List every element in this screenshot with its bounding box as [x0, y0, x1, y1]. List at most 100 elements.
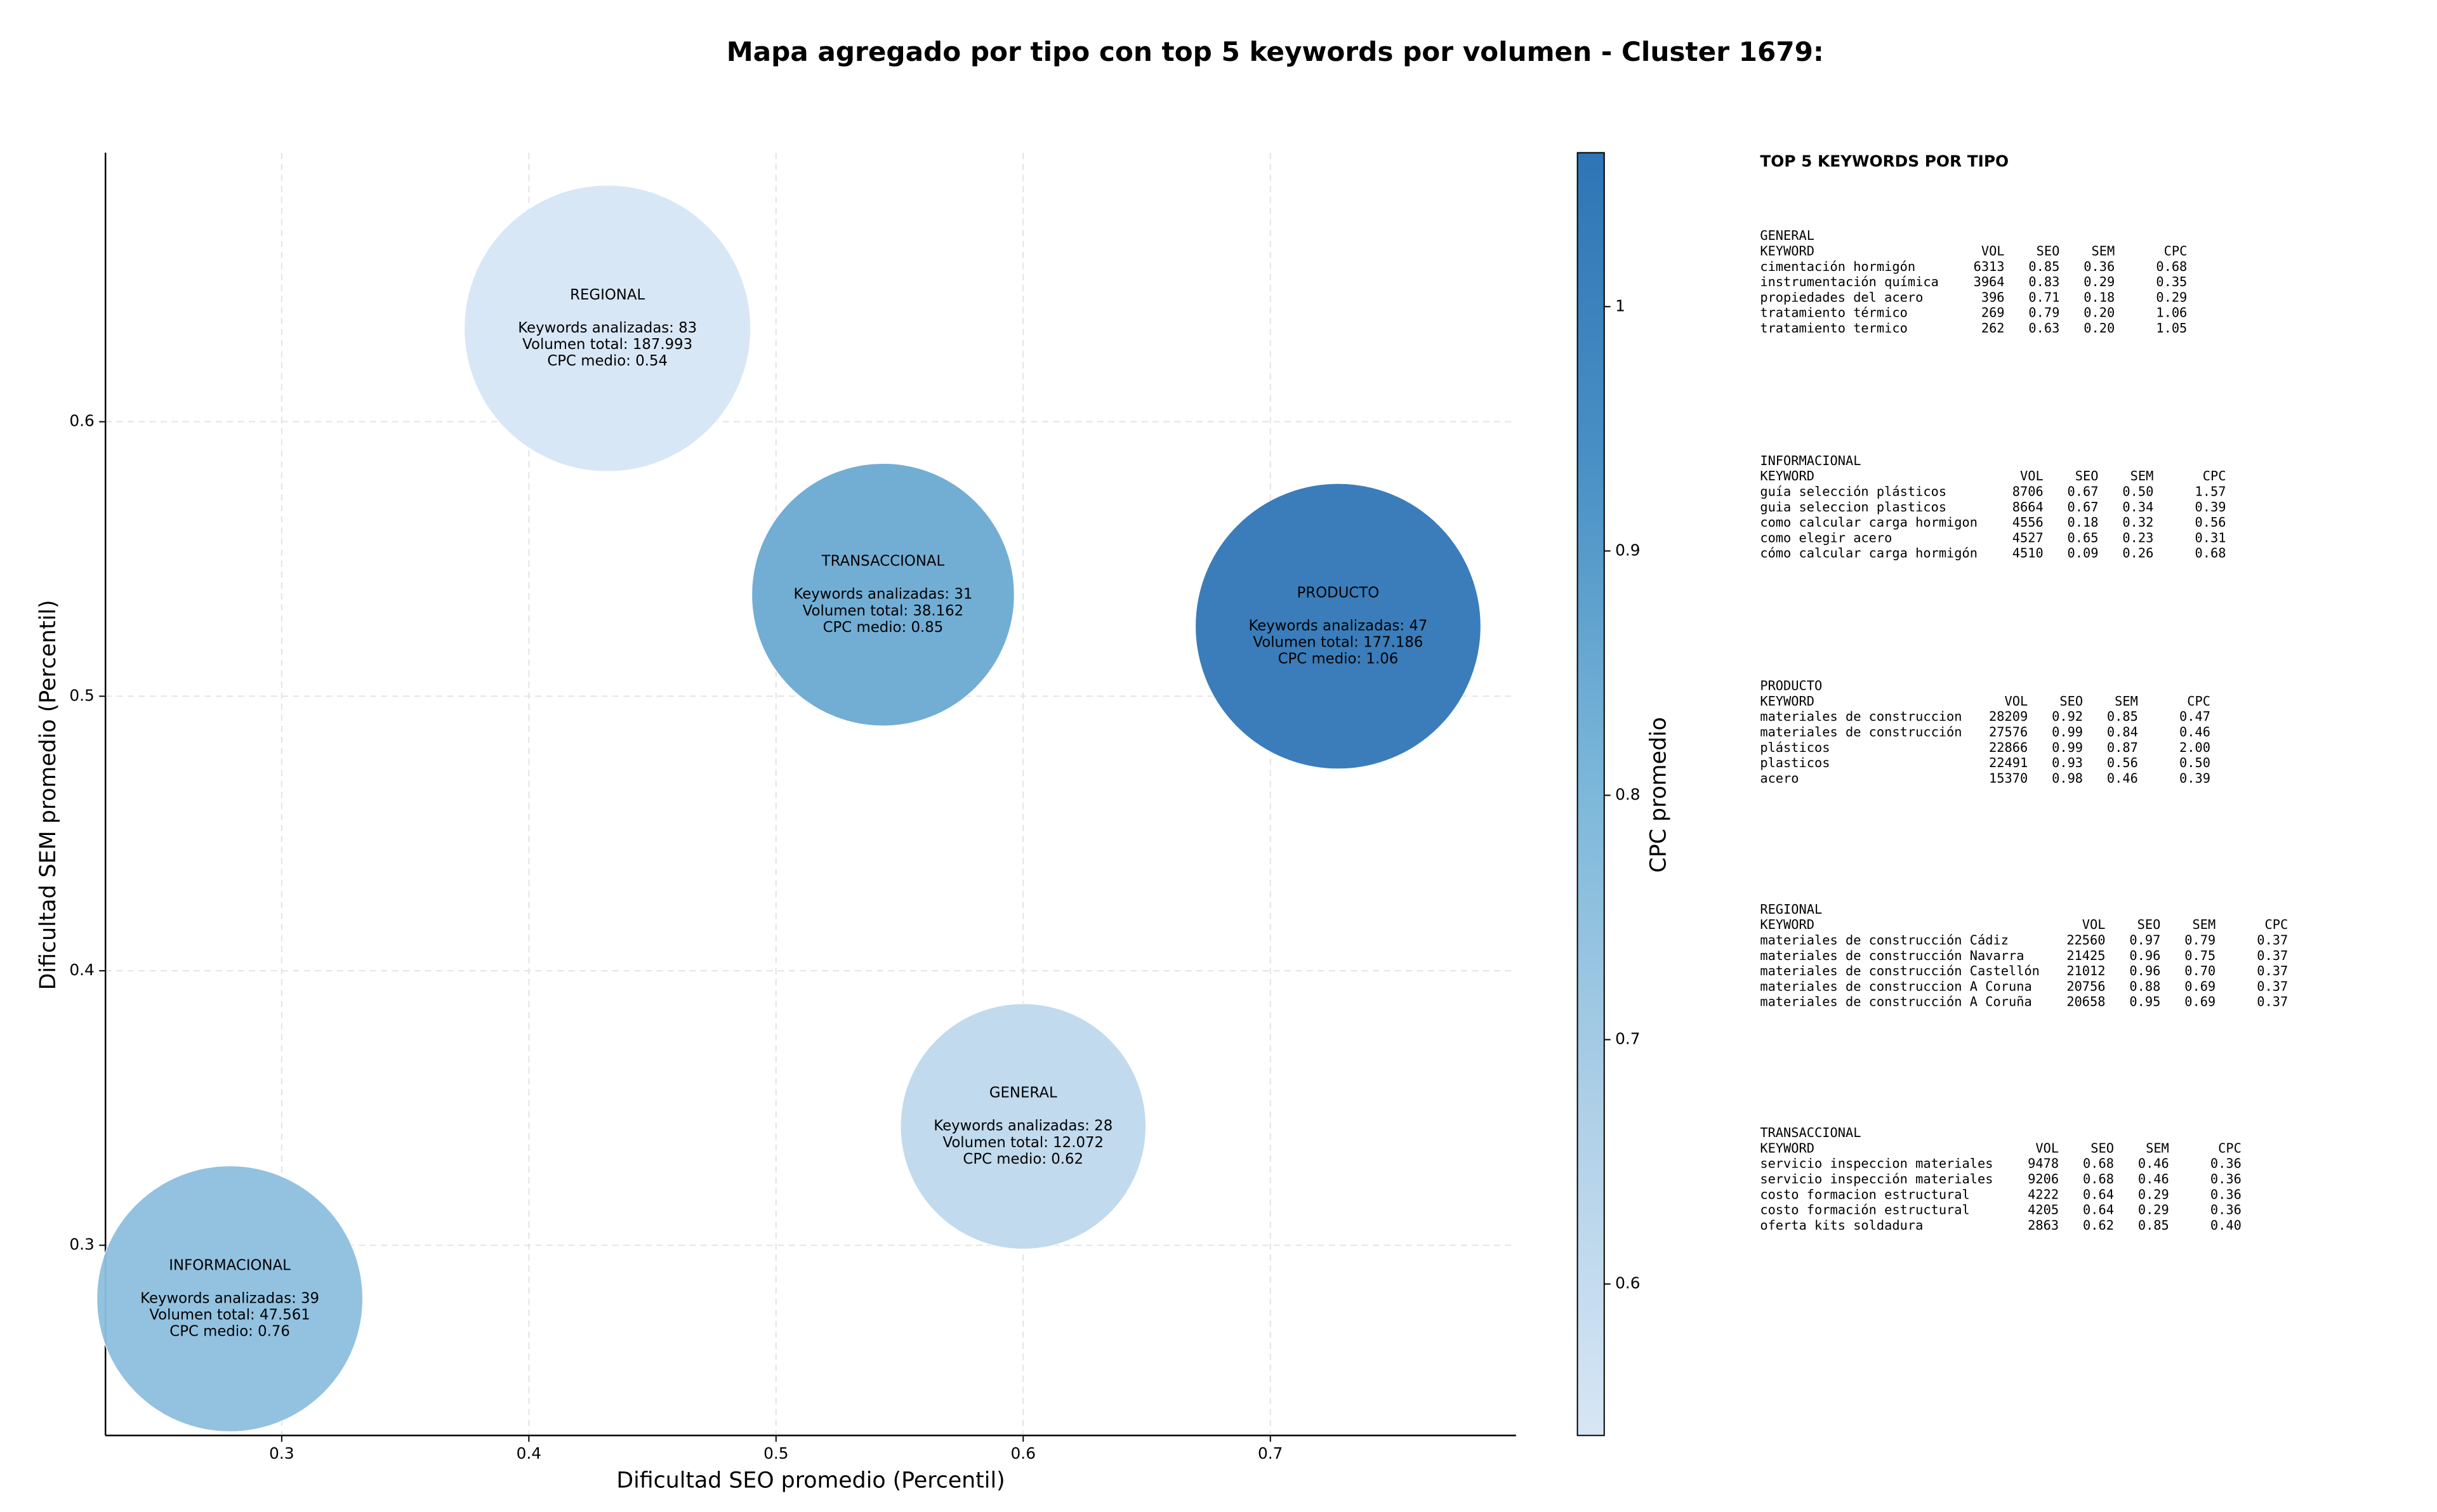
bubble-keywords: Keywords analizadas: 39 — [140, 1290, 319, 1306]
table-cell: 0.29 — [2156, 289, 2187, 305]
table-cell: 0.40 — [2210, 1218, 2242, 1233]
table-cell: 4556 — [2012, 515, 2044, 530]
x-tick-label: 0.7 — [1258, 1444, 1283, 1463]
colorbar — [1576, 152, 1605, 1436]
table-cell: 0.46 — [2138, 1156, 2169, 1171]
table-cell: costo formación estructural — [1760, 1202, 1969, 1218]
column-header: CPC — [2164, 243, 2188, 258]
table-cell: 0.29 — [2138, 1187, 2169, 1202]
bubble-volume: Volumen total: 177.186 — [1253, 634, 1423, 651]
table-cell: 0.37 — [2257, 948, 2288, 963]
table-cell: 0.39 — [2179, 770, 2210, 786]
table-cell: 0.99 — [2052, 740, 2083, 755]
table-cell: 0.18 — [2084, 289, 2115, 305]
table-cell: 0.37 — [2257, 978, 2288, 994]
column-header: SEM — [2130, 468, 2154, 483]
table-cell: 4205 — [2028, 1202, 2059, 1218]
column-header: SEO — [2090, 1140, 2114, 1155]
bubble-name: PRODUCTO — [1297, 584, 1380, 601]
table-cell: 0.34 — [2122, 499, 2153, 515]
table-cell: tratamiento termico — [1760, 320, 1908, 336]
table-cell: 0.36 — [2210, 1187, 2242, 1202]
section-name: GENERAL — [1760, 228, 1814, 243]
table-cell: 28209 — [1989, 709, 2028, 724]
table-cell: 0.09 — [2068, 546, 2099, 561]
table-cell: 0.31 — [2195, 530, 2226, 545]
column-header: SEM — [2115, 694, 2138, 709]
table-cell: 1.57 — [2195, 484, 2226, 499]
table-cell: 0.93 — [2052, 755, 2083, 770]
table-cell: 0.79 — [2028, 305, 2059, 320]
table-cell: 0.36 — [2210, 1156, 2242, 1171]
table-cell: 0.68 — [2156, 259, 2187, 274]
table-cell: 0.46 — [2138, 1171, 2169, 1187]
colorbar-tick-label: 0.8 — [1615, 785, 1640, 803]
column-header: KEYWORD — [1760, 694, 1814, 709]
table-cell: 0.50 — [2122, 484, 2153, 499]
table-cell: servicio inspeccion materiales — [1760, 1156, 1993, 1171]
table-cell: 0.29 — [2084, 274, 2115, 289]
table-cell: 269 — [1981, 305, 2005, 320]
table-cell: 0.26 — [2122, 546, 2153, 561]
bubble — [900, 1003, 1147, 1250]
table-cell: 4222 — [2028, 1187, 2059, 1202]
y-tick-label: 0.6 — [69, 412, 94, 430]
column-header: SEO — [2037, 243, 2060, 258]
table-cell: 8706 — [2012, 484, 2044, 499]
table-cell: materiales de construcción Navarra — [1760, 948, 2024, 963]
table-cell: 0.50 — [2179, 755, 2210, 770]
table-cell: materiales de construcción Castellón — [1760, 963, 2040, 978]
panel-title: TOP 5 KEYWORDS POR TIPO — [1760, 152, 2009, 171]
section-name: PRODUCTO — [1760, 678, 1822, 694]
table-cell: 0.96 — [2129, 963, 2160, 978]
x-tick-label: 0.5 — [763, 1444, 788, 1463]
colorbar-tick-label: 0.6 — [1615, 1274, 1640, 1292]
table-cell: 20658 — [2066, 994, 2105, 1009]
column-header: CPC — [2265, 917, 2288, 932]
table-cell: 9478 — [2028, 1156, 2059, 1171]
table-cell: 0.64 — [2083, 1202, 2114, 1218]
column-header: VOL — [2035, 1140, 2059, 1155]
colorbar-label: CPC promedio — [1646, 717, 1672, 872]
table-cell: 4527 — [2012, 530, 2044, 545]
table-cell: 0.85 — [2138, 1218, 2169, 1233]
table-cell: costo formacion estructural — [1760, 1187, 1969, 1202]
bubble-keywords: Keywords analizadas: 83 — [518, 320, 697, 336]
table-cell: 0.39 — [2195, 499, 2226, 515]
chart-title: Mapa agregado por tipo con top 5 keyword… — [727, 36, 1824, 67]
table-cell: 0.95 — [2129, 994, 2160, 1009]
column-header: VOL — [2020, 468, 2044, 483]
bubble-cpc: CPC medio: 0.76 — [169, 1324, 290, 1340]
bubble-keywords: Keywords analizadas: 47 — [1248, 617, 1427, 634]
table-cell: 0.56 — [2107, 755, 2138, 770]
table-cell: guia seleccion plasticos — [1760, 499, 1946, 515]
bubble — [1194, 483, 1481, 770]
table-cell: tratamiento térmico — [1760, 305, 1908, 320]
column-header: SEO — [2075, 468, 2099, 483]
column-header: CPC — [2187, 694, 2210, 709]
bubble-keywords: Keywords analizadas: 31 — [793, 586, 972, 603]
column-header: KEYWORD — [1760, 1140, 1814, 1155]
table-cell: acero — [1760, 770, 1799, 786]
section-name: INFORMACIONAL — [1760, 453, 1861, 468]
table-cell: 22866 — [1989, 740, 2028, 755]
table-cell: 0.64 — [2083, 1187, 2114, 1202]
bubble-volume: Volumen total: 12.072 — [943, 1134, 1104, 1151]
bubble — [751, 463, 1015, 726]
table-cell: 2.00 — [2179, 740, 2210, 755]
table-cell: 0.23 — [2122, 530, 2153, 545]
table-cell: 0.84 — [2107, 725, 2138, 740]
table-cell: guía selección plásticos — [1760, 484, 1946, 499]
table-cell: materiales de construcción A Coruña — [1760, 994, 2031, 1009]
table-cell: 0.36 — [2210, 1171, 2242, 1187]
bubble-keywords: Keywords analizadas: 28 — [934, 1118, 1113, 1134]
bubble-cpc: CPC medio: 1.06 — [1278, 651, 1399, 667]
table-cell: 0.20 — [2084, 305, 2115, 320]
y-axis-label: Dificultad SEM promedio (Percentil) — [36, 600, 61, 990]
table-cell: 15370 — [1989, 770, 2028, 786]
table-cell: 0.79 — [2184, 932, 2216, 947]
y-tick-label: 0.5 — [69, 686, 94, 704]
column-header: KEYWORD — [1760, 917, 1814, 932]
colorbar-tick-label: 0.9 — [1615, 541, 1640, 559]
